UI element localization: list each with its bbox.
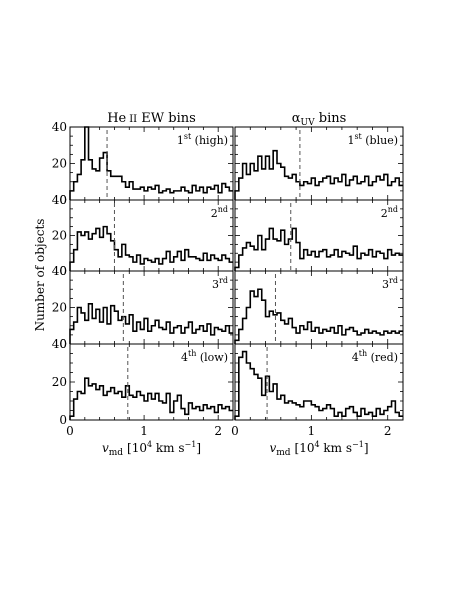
x-axis-label: vmd [104 km s−1]: [269, 440, 368, 458]
panel-label: 1st (high): [177, 132, 228, 147]
x-tick-label: 0: [66, 424, 74, 438]
x-tick-label: 1: [308, 424, 316, 438]
panel-col2-row1: 1st (blue): [234, 126, 404, 201]
x-tick-label: 2: [214, 424, 222, 438]
column-title-main: He: [107, 111, 126, 126]
y-tick-label: 20: [52, 375, 67, 389]
panel-label: 1st (blue): [347, 132, 398, 147]
column-title-1: He II EW bins: [107, 111, 196, 126]
panel-col1-row3: 0 20 40 3rd: [52, 264, 234, 351]
panel-label: 2nd: [211, 205, 228, 220]
column-title-rest: EW bins: [137, 111, 196, 126]
column-title-sub: UV: [301, 118, 316, 128]
panel-col1-row1: 0 20 40 1st (high): [52, 120, 234, 207]
panel-label: 2nd: [381, 205, 398, 220]
histogram-series: [234, 350, 403, 420]
column-title-roman: II: [129, 114, 137, 125]
y-tick-label: 0: [59, 193, 67, 207]
panel-label: 3rd: [382, 276, 398, 291]
y-tick-label: 20: [52, 229, 67, 243]
column-title-rest: bins: [315, 111, 347, 126]
x-tick-label: 2: [384, 424, 392, 438]
x-tick-label: 0: [231, 424, 239, 438]
panel-col2-row2: 2nd: [234, 199, 404, 272]
panel-label: 3rd: [212, 276, 228, 291]
y-tick-label: 20: [52, 301, 67, 315]
y-tick-label: 40: [52, 264, 67, 278]
panel-col1-row4: 0 20 40 4th (low) 0 1 2: [52, 337, 234, 438]
histogram-series: [69, 377, 233, 420]
y-tick-label: 0: [59, 264, 67, 278]
panel-label: 4th (low): [181, 349, 228, 364]
column-title-main: α: [292, 111, 301, 126]
y-tick-label: 0: [59, 413, 67, 427]
histogram-series: [69, 303, 233, 344]
y-tick-label: 40: [52, 120, 67, 134]
panel-col2-row3: 3rd: [234, 270, 404, 345]
y-tick-label: 40: [52, 337, 67, 351]
histogram-series: [69, 225, 233, 271]
column-titles: He II EW bins αUV bins: [107, 111, 346, 128]
y-tick-label: 20: [52, 157, 67, 171]
y-tick-label: 0: [59, 337, 67, 351]
histogram-series: [234, 149, 403, 200]
y-axis-label: Number of objects: [33, 219, 47, 332]
panel-col2-row4: 4th (red) 0 1 2: [231, 343, 404, 438]
y-tick-label: 40: [52, 193, 67, 207]
histogram-series: [234, 288, 403, 344]
x-axis-labels: vmd [104 km s−1] vmd [104 km s−1]: [102, 440, 369, 458]
histogram-series: [234, 227, 403, 271]
x-tick-label: 1: [140, 424, 148, 438]
column-title-2: αUV bins: [292, 111, 347, 128]
x-axis-label: vmd [104 km s−1]: [102, 440, 201, 458]
panel-frame: [69, 270, 234, 345]
panel-label: 4th (red): [352, 349, 398, 364]
histogram-series: [69, 126, 233, 200]
panel-col1-row2: 0 20 40 2nd: [52, 193, 234, 278]
